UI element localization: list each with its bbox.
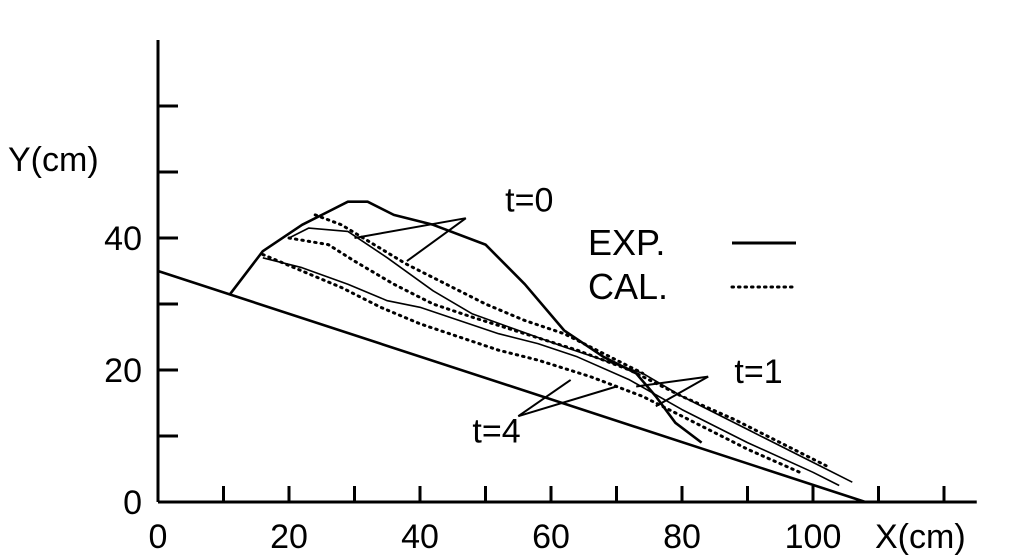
y-axis-title: Y(cm) — [8, 141, 99, 179]
y-tick-label: 40 — [104, 220, 142, 258]
series-t0-dotted — [313, 213, 645, 375]
annotation-t4: t=4 — [472, 413, 520, 451]
x-tick-label: 0 — [149, 518, 168, 556]
annotation-leader-line — [517, 385, 617, 418]
annotation-leader-line — [655, 375, 709, 408]
x-tick-label: 100 — [785, 518, 842, 556]
series-layer — [157, 200, 866, 504]
x-axis-title: X(cm) — [875, 518, 966, 556]
legend-label-solid: EXP. — [588, 222, 665, 263]
y-tick-label: 0 — [123, 484, 142, 522]
annotation-t0: t=0 — [505, 182, 553, 220]
annotation-t1: t=1 — [734, 353, 782, 391]
y-tick-label: 20 — [104, 352, 142, 390]
annotation-leader-line — [636, 375, 709, 388]
series-t1-dotted — [287, 236, 828, 468]
x-tick-label: 60 — [532, 518, 570, 556]
annotation-leader-line — [354, 217, 467, 239]
annotation-leader-line — [517, 379, 572, 418]
axes: 0 20 40 60 80 100 0 20 40 — [104, 40, 977, 556]
series-t4-solid — [262, 257, 840, 487]
x-tick-label: 40 — [401, 518, 439, 556]
x-tick-label: 20 — [270, 518, 308, 556]
x-tick-label: 80 — [663, 518, 701, 556]
slope-surface-line — [157, 269, 866, 504]
legend: EXP.CAL. — [588, 222, 798, 307]
annotation-leader-line — [406, 217, 467, 262]
label-layer: Y(cm) X(cm) t=0 t=1 t=4 — [8, 141, 966, 556]
legend-label-dotted: CAL. — [588, 266, 668, 307]
series-t4-dotted — [261, 253, 802, 474]
